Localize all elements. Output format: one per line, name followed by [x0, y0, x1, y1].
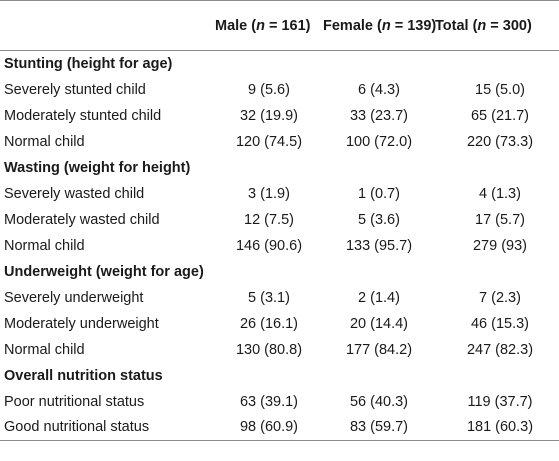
table-row: Moderately stunted child 32 (19.9) 33 (23.… [0, 103, 559, 129]
table-row: Normal child 120 (74.5) 100 (72.0) 220 (73.… [0, 129, 559, 155]
row-label: Moderately underweight [4, 315, 159, 332]
row-label: Normal child [4, 133, 85, 150]
section-row: Overall nutrition status [0, 363, 559, 389]
section-title: Underweight (weight for age) [4, 263, 204, 280]
header-empty-cell [0, 1, 215, 51]
table-row: Moderately wasted child 12 (7.5) 5 (3.6) 17… [0, 207, 559, 233]
table-row: Severely wasted child 3 (1.9) 1 (0.7) 4 (1.… [0, 181, 559, 207]
nutrition-status-table: Male (n = 161) Female (n = 139) Total (n… [0, 0, 559, 441]
cell-total: 46 (15.3) [470, 315, 530, 332]
cell-male: 130 (80.8) [235, 341, 303, 358]
row-label: Normal child [4, 341, 85, 358]
table-body: Stunting (height for age) Severely stunte… [0, 51, 559, 441]
cell-female: 1 (0.7) [358, 185, 400, 202]
header-female: Female (n = 139) [323, 17, 437, 34]
cell-male: 63 (39.1) [239, 393, 299, 410]
cell-male: 120 (74.5) [235, 133, 303, 150]
cell-total: 220 (73.3) [466, 133, 534, 150]
cell-total: 65 (21.7) [470, 107, 530, 124]
cell-female: 20 (14.4) [349, 315, 409, 332]
cell-total: 247 (82.3) [466, 341, 534, 358]
cell-female: 100 (72.0) [345, 133, 413, 150]
cell-male: 26 (16.1) [239, 315, 299, 332]
cell-female: 177 (84.2) [345, 341, 413, 358]
row-label: Moderately stunted child [4, 107, 162, 124]
section-title: Wasting (weight for height) [4, 159, 191, 176]
section-title: Overall nutrition status [4, 367, 163, 384]
row-label: Severely wasted child [4, 185, 145, 202]
header-row: Male (n = 161) Female (n = 139) Total (n… [0, 0, 559, 51]
cell-total: 7 (2.3) [479, 289, 521, 306]
cell-total: 119 (37.7) [467, 393, 533, 410]
table-row: Severely stunted child 9 (5.6) 6 (4.3) 15 (… [0, 77, 559, 103]
table-row: Severely underweight 5 (3.1) 2 (1.4) 7 (2.3… [0, 285, 559, 311]
header-male: Male (n = 161) [215, 17, 311, 34]
row-label: Moderately wasted child [4, 211, 160, 228]
cell-male: 9 (5.6) [248, 81, 290, 98]
table-row: Poor nutritional status 63 (39.1) 56 (40.3… [0, 389, 559, 415]
cell-total: 17 (5.7) [475, 211, 525, 228]
cell-female: 33 (23.7) [349, 107, 409, 124]
row-label: Poor nutritional status [4, 393, 145, 410]
section-row: Underweight (weight for age) [0, 259, 559, 285]
cell-female: 6 (4.3) [358, 81, 400, 98]
cell-male: 12 (7.5) [244, 211, 294, 228]
table-row: Good nutritional status 98 (60.9) 83 (59.7… [0, 415, 559, 441]
section-row: Stunting (height for age) [0, 51, 559, 77]
cell-female: 56 (40.3) [349, 393, 409, 410]
cell-female: 83 (59.7) [349, 419, 409, 436]
row-label: Normal child [4, 237, 85, 254]
cell-total: 15 (5.0) [475, 81, 525, 98]
cell-male: 98 (60.9) [239, 419, 299, 436]
cell-male: 146 (90.6) [235, 237, 303, 254]
row-label: Severely underweight [4, 289, 144, 306]
cell-female: 133 (95.7) [345, 237, 413, 254]
row-label: Good nutritional status [4, 419, 150, 436]
table-row: Normal child 146 (90.6) 133 (95.7) 279 (93) [0, 233, 559, 259]
cell-male: 3 (1.9) [248, 185, 290, 202]
section-row: Wasting (weight for height) [0, 155, 559, 181]
cell-female: 2 (1.4) [358, 289, 400, 306]
header-total: Total (n = 300) [435, 17, 532, 34]
cell-female: 5 (3.6) [358, 211, 400, 228]
table-header: Male (n = 161) Female (n = 139) Total (n… [0, 0, 559, 51]
table-row: Moderately underweight 26 (16.1) 20 (14.4)… [0, 311, 559, 337]
row-label: Severely stunted child [4, 81, 146, 98]
cell-total: 4 (1.3) [479, 185, 521, 202]
cell-male: 5 (3.1) [248, 289, 290, 306]
cell-total: 181 (60.3) [466, 419, 534, 436]
section-title: Stunting (height for age) [4, 55, 173, 72]
cell-male: 32 (19.9) [239, 107, 299, 124]
cell-total: 279 (93) [472, 237, 527, 254]
table-row: Normal child 130 (80.8) 177 (84.2) 247 (82.… [0, 337, 559, 363]
